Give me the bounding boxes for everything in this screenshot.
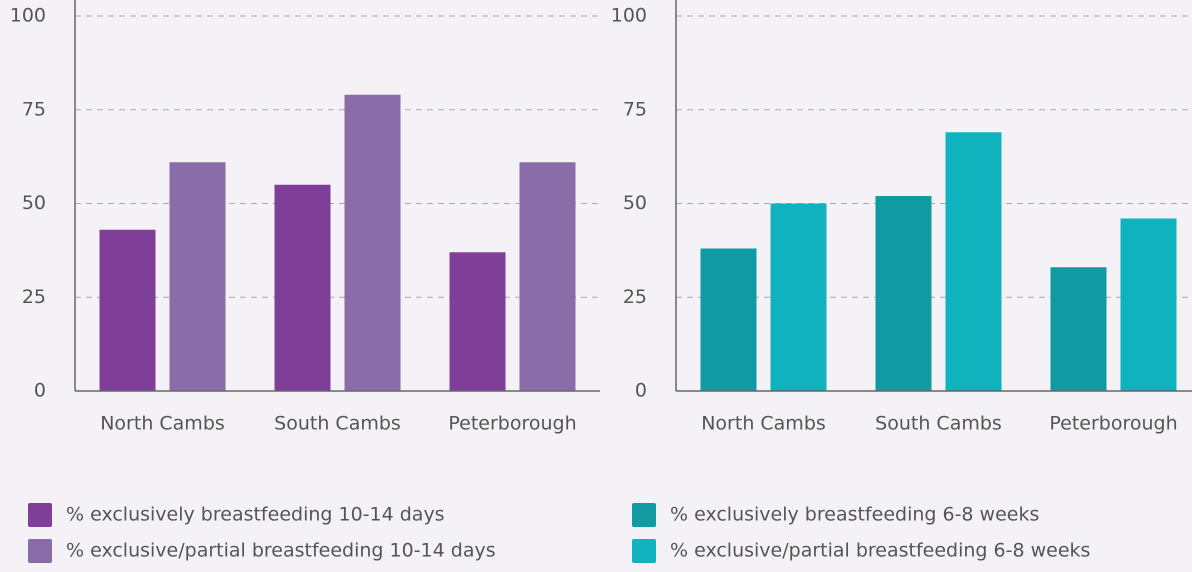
x-tick-label: Peterborough: [1049, 413, 1177, 435]
y-tick-label: 25: [623, 286, 647, 308]
y-tick-label: 100: [10, 5, 46, 27]
bar: [1050, 267, 1107, 391]
bar: [1120, 218, 1177, 391]
bar: [449, 252, 506, 391]
bar: [169, 162, 226, 391]
bar: [945, 132, 1002, 391]
y-tick-label: 50: [623, 192, 647, 214]
x-tick-label: South Cambs: [274, 413, 401, 435]
legend-swatch: [28, 539, 52, 563]
y-tick-label: 0: [34, 380, 46, 402]
x-tick-label: North Cambs: [701, 413, 826, 435]
y-tick-label: 100: [611, 5, 647, 27]
bar: [700, 248, 757, 391]
x-tick-label: North Cambs: [100, 413, 225, 435]
bar: [770, 203, 827, 391]
y-tick-label: 75: [623, 98, 647, 120]
y-tick-label: 50: [22, 192, 46, 214]
y-tick-label: 75: [22, 98, 46, 120]
y-tick-label: 0: [635, 380, 647, 402]
x-tick-label: South Cambs: [875, 413, 1002, 435]
legend-label: % exclusively breastfeeding 10-14 days: [66, 504, 445, 526]
legend-swatch: [632, 503, 656, 527]
legend-label: % exclusively breastfeeding 6-8 weeks: [670, 504, 1039, 526]
bar: [344, 94, 401, 391]
bar: [519, 162, 576, 391]
bar: [875, 196, 932, 391]
legend-label: % exclusive/partial breastfeeding 10-14 …: [66, 540, 496, 562]
legend-swatch: [632, 539, 656, 563]
bar: [99, 229, 156, 391]
x-tick-label: Peterborough: [448, 413, 576, 435]
bar: [274, 184, 331, 391]
legend-swatch: [28, 503, 52, 527]
legend-label: % exclusive/partial breastfeeding 6-8 we…: [670, 540, 1090, 562]
y-tick-label: 25: [22, 286, 46, 308]
